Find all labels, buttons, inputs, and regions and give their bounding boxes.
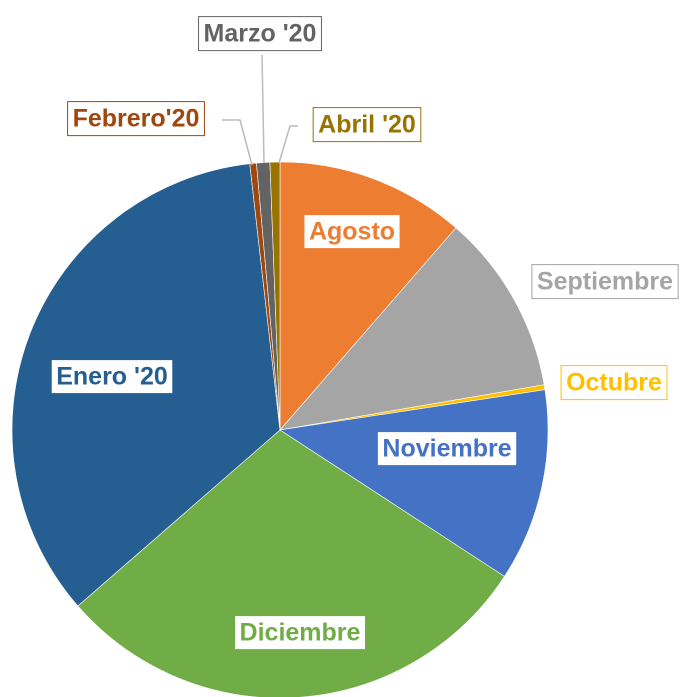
data-label-box [198,16,322,52]
data-label-box [303,214,401,250]
data-label: Abril '20 [318,111,416,139]
data-label: Agosto [309,218,395,246]
data-label-box [312,107,422,143]
data-label: Noviembre [382,435,511,463]
leader-line [222,119,253,166]
data-label-group: Abril '20 [312,107,422,143]
data-label-group: Octubre [560,365,668,401]
data-label-box [376,431,518,467]
data-label-box [50,359,174,395]
data-label-group: Enero '20 [50,359,174,395]
data-label: Diciembre [240,619,361,647]
data-label-group: Septiembre [531,264,679,300]
pie-slice [77,429,505,697]
data-label: Marzo '20 [204,20,317,48]
data-label-group: Marzo '20 [198,16,322,52]
data-label: Enero '20 [56,363,168,391]
data-label: Octubre [566,369,662,397]
data-label-group: Noviembre [376,431,518,467]
leader-line [261,54,265,164]
data-label-group: Agosto [303,214,401,250]
leader-line [278,125,298,164]
data-label-group: Diciembre [234,615,367,651]
data-label: Septiembre [537,268,673,296]
data-label: Febrero'20 [73,105,200,133]
data-label-group: Febrero'20 [67,101,205,137]
data-label-box [531,264,679,300]
data-label-box [234,615,367,651]
pie-slice [279,227,545,431]
data-label-box [560,365,668,401]
data-label-box [67,101,205,137]
